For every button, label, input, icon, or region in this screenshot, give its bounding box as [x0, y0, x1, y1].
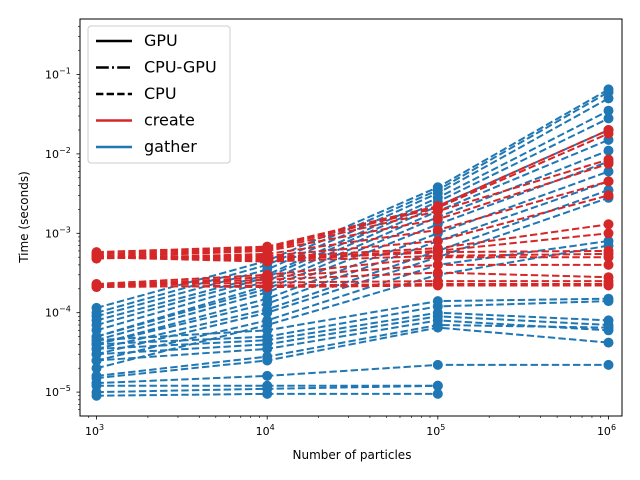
series-line: [96, 189, 609, 350]
series-line: [96, 300, 609, 346]
series-line: [96, 323, 609, 377]
series-line: [96, 271, 609, 287]
series-line: [96, 280, 609, 287]
data-point: [603, 252, 614, 263]
data-point: [432, 252, 443, 263]
legend-label: gather: [144, 137, 197, 156]
data-point: [91, 363, 102, 374]
legend-entry-cpu: CPU: [96, 84, 177, 103]
data-point: [91, 355, 102, 366]
data-point: [91, 252, 102, 263]
series-line: [96, 117, 609, 326]
data-point: [603, 296, 614, 307]
x-axis-label: Number of particles: [293, 448, 412, 462]
data-point: [603, 166, 614, 177]
legend-box: [87, 25, 231, 164]
series-line: [96, 244, 609, 370]
series-line: [96, 252, 609, 263]
series-line: [96, 256, 609, 285]
data-point: [262, 307, 273, 318]
series-line: [96, 284, 609, 289]
data-point: [603, 280, 614, 291]
series-line: [96, 311, 609, 350]
data-point: [603, 176, 614, 187]
series-line: [96, 315, 609, 356]
data-point: [91, 280, 102, 291]
data-point: [432, 267, 443, 278]
data-point: [432, 214, 443, 225]
legend-label: CPU-GPU: [144, 58, 217, 77]
legend-label: create: [144, 111, 195, 130]
data-point: [262, 256, 273, 267]
series-line: [96, 109, 609, 322]
data-point: [603, 228, 614, 239]
data-point: [432, 359, 443, 370]
y-axis-label: Time (seconds): [17, 171, 31, 264]
data-point: [432, 206, 443, 217]
data-point: [603, 128, 614, 139]
series-line: [96, 297, 609, 342]
data-point: [262, 388, 273, 399]
legend-entry-gather: gather: [96, 137, 197, 156]
data-point: [603, 219, 614, 230]
series-line: [96, 326, 609, 380]
data-point: [432, 388, 443, 399]
data-point: [432, 322, 443, 333]
data-point: [603, 105, 614, 116]
series-line: [96, 223, 609, 259]
legend-label: CPU: [144, 84, 177, 103]
data-point: [603, 322, 614, 333]
data-point: [91, 390, 102, 401]
series-line: [96, 162, 609, 259]
data-point: [603, 145, 614, 156]
series-create-41: [91, 280, 614, 293]
data-point: [603, 259, 614, 270]
legend-entry-cpu-gpu: CPU-GPU: [96, 58, 217, 77]
series-line: [96, 249, 609, 262]
data-point: [432, 259, 443, 270]
series-line: [96, 158, 609, 257]
data-point: [603, 359, 614, 370]
legend-label: GPU: [144, 31, 178, 50]
data-point: [262, 355, 273, 366]
data-point: [432, 236, 443, 246]
data-point: [432, 380, 443, 391]
data-point: [603, 190, 614, 201]
plot-frame: [79, 18, 623, 417]
data-point: [603, 93, 614, 104]
data-point: [603, 158, 614, 169]
series-line: [96, 363, 609, 385]
data-point: [603, 113, 614, 124]
data-point: [262, 282, 273, 293]
series-line: [96, 180, 609, 346]
data-point: [432, 225, 443, 235]
legend-entry-create: create: [96, 111, 195, 130]
legend: GPU CPU-GPU CPU create gather: [87, 25, 231, 164]
series-line: [96, 132, 609, 255]
data-point: [262, 343, 273, 354]
series-gather-25: [91, 388, 443, 401]
legend-entry-gpu: GPU: [96, 31, 178, 50]
series-line: [96, 129, 609, 254]
data-point: [262, 370, 273, 381]
data-point: [603, 337, 614, 348]
series-layer: [91, 84, 614, 401]
series-line: [96, 263, 609, 287]
data-point: [432, 280, 443, 291]
